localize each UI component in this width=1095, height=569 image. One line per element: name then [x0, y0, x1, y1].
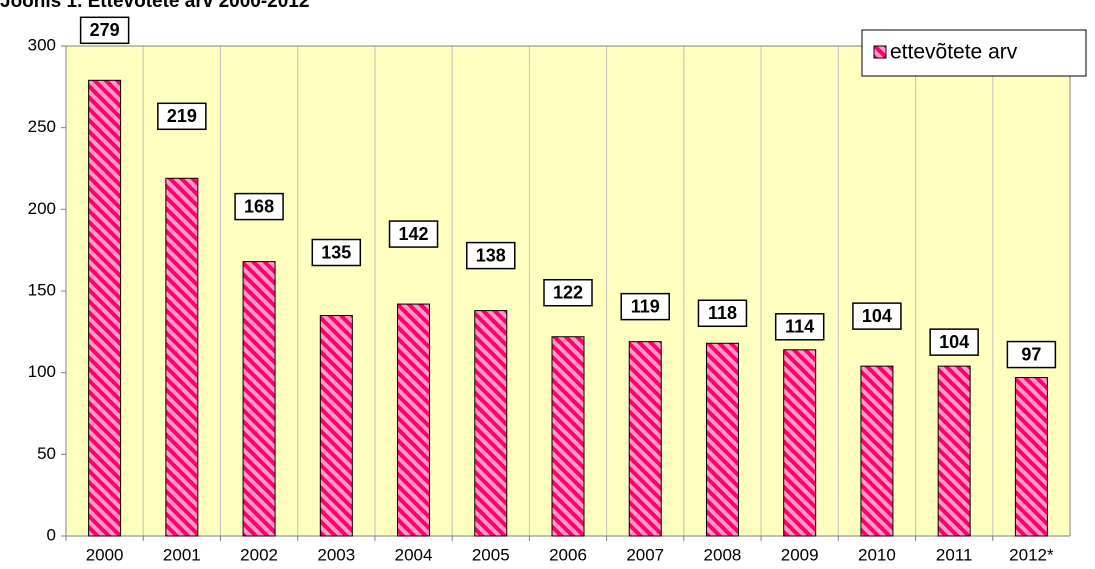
legend [861, 29, 1087, 77]
bar [860, 365, 894, 537]
bar [165, 177, 199, 537]
data-label-box [929, 328, 979, 356]
bar [397, 303, 431, 537]
chart-title: Joonis 1. Ettevõtete arv 2000-2012 [0, 0, 309, 12]
x-tick-label: 2001 [163, 545, 201, 564]
data-label-box [697, 299, 748, 328]
data-label: 104 [939, 332, 969, 352]
data-label-box [1006, 340, 1057, 369]
y-tick-label: 150 [28, 280, 56, 299]
data-label-box [157, 102, 207, 131]
data-label-box [311, 238, 362, 267]
data-label: 135 [321, 242, 351, 262]
data-label-box [388, 220, 439, 248]
bar [474, 310, 508, 537]
y-tick-label: 200 [28, 199, 56, 218]
x-tick-label: 2004 [395, 545, 433, 564]
data-label-box [852, 302, 902, 330]
data-label: 118 [708, 303, 737, 323]
bar [319, 315, 353, 537]
bar [88, 79, 122, 537]
y-tick-label: 100 [28, 362, 56, 381]
bar [242, 261, 276, 537]
x-tick-label: 2005 [472, 545, 510, 564]
data-label-box [620, 292, 670, 321]
data-label-box [79, 16, 130, 45]
data-label-box [234, 192, 284, 221]
data-label: 122 [553, 282, 583, 302]
bar [628, 341, 662, 537]
data-label-box [466, 241, 516, 270]
data-label: 114 [785, 317, 814, 337]
y-tick-label: 0 [47, 525, 56, 544]
bar [705, 342, 739, 537]
data-label: 142 [399, 224, 429, 244]
bar [937, 365, 971, 537]
x-tick-label: 2007 [626, 545, 664, 564]
x-tick-label: 2010 [858, 545, 896, 564]
x-tick-label: 2012* [1009, 545, 1054, 564]
x-tick-label: 2006 [549, 545, 587, 564]
x-tick-label: 2009 [781, 545, 819, 564]
data-label: 138 [476, 245, 506, 265]
data-label: 97 [1021, 344, 1041, 364]
data-label-box [774, 313, 825, 341]
x-tick-label: 2008 [704, 545, 742, 564]
data-label-box [543, 278, 593, 307]
x-tick-label: 2003 [317, 545, 355, 564]
data-label: 219 [167, 106, 197, 126]
data-label: 104 [862, 306, 892, 326]
y-tick-label: 250 [28, 117, 56, 136]
bar [551, 336, 585, 537]
y-tick-label: 300 [28, 35, 56, 54]
data-label: 279 [90, 20, 120, 40]
bar [1014, 377, 1048, 537]
x-tick-label: 2000 [86, 545, 124, 564]
y-tick-label: 50 [37, 444, 56, 463]
legend-label: ettevõtete arv [890, 41, 1018, 64]
legend-swatch [873, 45, 887, 59]
data-label: 168 [244, 196, 274, 216]
data-label: 119 [631, 296, 660, 316]
x-tick-label: 2011 [936, 545, 973, 564]
bar [783, 349, 817, 537]
x-tick-label: 2002 [240, 545, 278, 564]
